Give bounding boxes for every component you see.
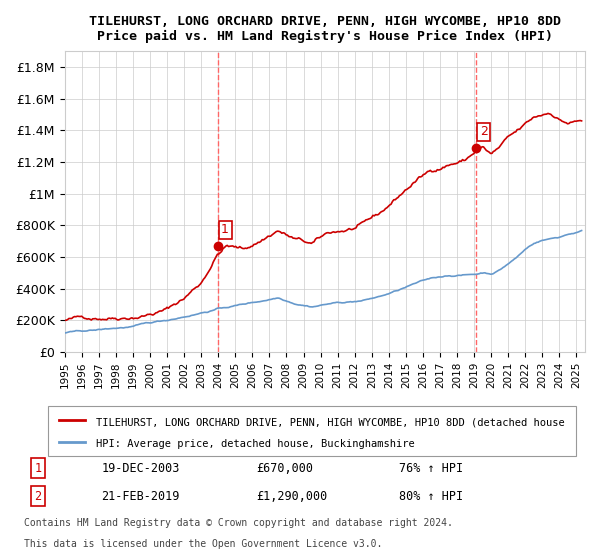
- Text: HPI: Average price, detached house, Buckinghamshire: HPI: Average price, detached house, Buck…: [95, 439, 414, 449]
- Text: 80% ↑ HPI: 80% ↑ HPI: [400, 490, 463, 503]
- Text: This data is licensed under the Open Government Licence v3.0.: This data is licensed under the Open Gov…: [24, 539, 382, 549]
- FancyBboxPatch shape: [48, 406, 576, 456]
- Text: 2: 2: [34, 490, 41, 503]
- Text: £670,000: £670,000: [256, 461, 313, 475]
- Text: 19-DEC-2003: 19-DEC-2003: [101, 461, 179, 475]
- Text: 76% ↑ HPI: 76% ↑ HPI: [400, 461, 463, 475]
- Text: 1: 1: [221, 223, 229, 236]
- Text: 2: 2: [480, 125, 488, 138]
- Text: £1,290,000: £1,290,000: [256, 490, 327, 503]
- Text: Contains HM Land Registry data © Crown copyright and database right 2024.: Contains HM Land Registry data © Crown c…: [24, 518, 453, 528]
- Text: TILEHURST, LONG ORCHARD DRIVE, PENN, HIGH WYCOMBE, HP10 8DD (detached house: TILEHURST, LONG ORCHARD DRIVE, PENN, HIG…: [95, 417, 564, 427]
- Title: TILEHURST, LONG ORCHARD DRIVE, PENN, HIGH WYCOMBE, HP10 8DD
Price paid vs. HM La: TILEHURST, LONG ORCHARD DRIVE, PENN, HIG…: [89, 15, 561, 43]
- Text: 1: 1: [34, 461, 41, 475]
- Text: 21-FEB-2019: 21-FEB-2019: [101, 490, 179, 503]
